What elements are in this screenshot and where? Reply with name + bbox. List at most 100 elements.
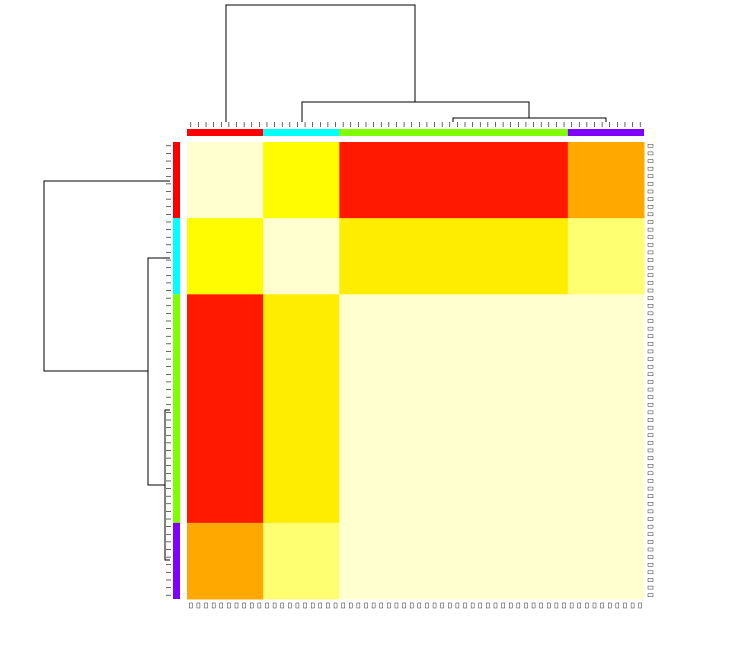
leaf-label-glyph <box>647 227 654 232</box>
heatmap-block <box>263 218 340 295</box>
leaf-label-glyph <box>189 602 193 609</box>
group-color-bar <box>173 218 180 295</box>
leaf-label-glyph <box>402 602 406 609</box>
leaf-label-glyph <box>448 602 452 609</box>
leaf-label-glyph <box>394 602 399 609</box>
leaf-label-glyph <box>647 326 654 331</box>
dendrogram-branch <box>301 101 530 122</box>
leaf-label-glyph <box>242 602 246 609</box>
leaf-label-glyph <box>623 602 627 609</box>
leaf-label-glyph <box>417 602 422 609</box>
leaf-label-glyph <box>647 464 654 468</box>
dendrogram-branch <box>452 117 607 122</box>
leaf-label-glyph <box>647 563 654 567</box>
leaf-label-glyph <box>288 602 292 609</box>
dendrogram-branch <box>147 257 170 486</box>
leaf-label-glyph <box>647 380 654 384</box>
leaf-label-glyph <box>647 540 654 544</box>
leaf-label-glyph <box>371 602 376 609</box>
leaf-label-glyph <box>647 212 654 217</box>
leaf-label-glyph <box>280 602 284 609</box>
leaf-label-glyph <box>318 602 322 609</box>
leaf-label-glyph <box>432 602 437 609</box>
leaf-label-glyph <box>539 602 543 609</box>
heatmap-block <box>187 218 264 295</box>
leaf-label-glyph <box>647 250 654 255</box>
leaf-label-glyph <box>272 602 277 609</box>
leaf-label-glyph <box>647 258 654 262</box>
leaf-label-glyph <box>647 471 654 476</box>
heatmap-block <box>339 218 569 295</box>
leaf-label-glyph <box>647 425 654 430</box>
leaf-label-glyph <box>486 602 490 609</box>
leaf-label-glyph <box>409 602 414 609</box>
leaf-label-glyph <box>531 602 536 609</box>
leaf-label-glyph <box>227 602 231 609</box>
leaf-label-glyph <box>440 602 444 609</box>
leaf-label-glyph <box>647 410 654 415</box>
leaf-label-glyph <box>647 570 654 575</box>
leaf-label-glyph <box>478 602 482 609</box>
leaf-label-glyph <box>600 602 604 609</box>
leaf-label-glyph <box>647 166 654 171</box>
leaf-label-glyph <box>647 403 654 407</box>
heatmap-block <box>263 294 340 524</box>
leaf-label-glyph <box>647 532 654 536</box>
leaf-label-glyph <box>219 602 223 609</box>
leaf-label-glyph <box>630 602 635 609</box>
leaf-label-glyph <box>569 602 574 609</box>
heatmap-cells <box>187 142 645 600</box>
leaf-label-glyph <box>501 602 505 609</box>
leaf-label-glyph <box>333 602 338 609</box>
group-color-bar <box>187 129 264 136</box>
leaf-label-glyph <box>211 602 216 609</box>
heatmap-block <box>187 294 264 524</box>
leaf-label-glyph <box>647 585 654 590</box>
leaf-label-glyph <box>425 602 429 609</box>
leaf-label-glyph <box>647 182 654 186</box>
leaf-label-glyph <box>647 395 654 399</box>
leaf-label-glyph <box>647 243 654 247</box>
leaf-label-glyph <box>647 205 654 209</box>
leaf-label-glyph <box>615 602 620 609</box>
group-color-bar <box>173 142 180 219</box>
leaf-label-glyph <box>455 602 460 609</box>
heatmap-block <box>339 522 569 600</box>
heatmap-block <box>263 522 340 600</box>
group-color-bar <box>263 129 340 136</box>
leaf-label-glyph <box>379 602 383 609</box>
leaf-label-glyph <box>647 304 654 308</box>
heatmap-block <box>339 294 569 524</box>
heatmap-block <box>567 294 645 524</box>
group-color-bar <box>339 129 568 136</box>
leaf-label-glyph <box>647 555 654 559</box>
dendrogram-branch <box>43 180 170 372</box>
leaf-label-glyph <box>647 197 654 201</box>
leaf-label-glyph <box>647 433 654 437</box>
leaf-label-glyph <box>554 602 559 609</box>
leaf-label-glyph <box>349 602 353 609</box>
leaf-label-glyph <box>326 602 330 609</box>
leaf-label-glyph <box>647 524 654 529</box>
leaf-label-glyph <box>647 364 654 369</box>
group-color-bar <box>173 522 180 599</box>
leaf-label-glyph <box>647 311 654 316</box>
leaf-label-glyph <box>647 372 654 377</box>
leaf-label-glyph <box>647 151 654 156</box>
leaf-label-glyph <box>647 479 654 483</box>
leaf-label-glyph <box>647 456 654 460</box>
leaf-label-glyph <box>647 509 654 514</box>
leaf-label-glyph <box>638 602 642 609</box>
leaf-label-glyph <box>310 602 315 609</box>
leaf-label-glyph <box>647 319 654 323</box>
leaf-label-glyph <box>250 602 254 609</box>
leaf-label-glyph <box>647 281 654 285</box>
leaf-label-glyph <box>647 547 654 552</box>
leaf-label-glyph <box>647 235 654 239</box>
heatmap-block <box>263 142 340 219</box>
leaf-label-glyph <box>647 349 654 354</box>
leaf-label-glyph <box>356 602 361 609</box>
leaf-label-glyph <box>341 602 345 609</box>
leaf-label-glyph <box>647 502 654 506</box>
